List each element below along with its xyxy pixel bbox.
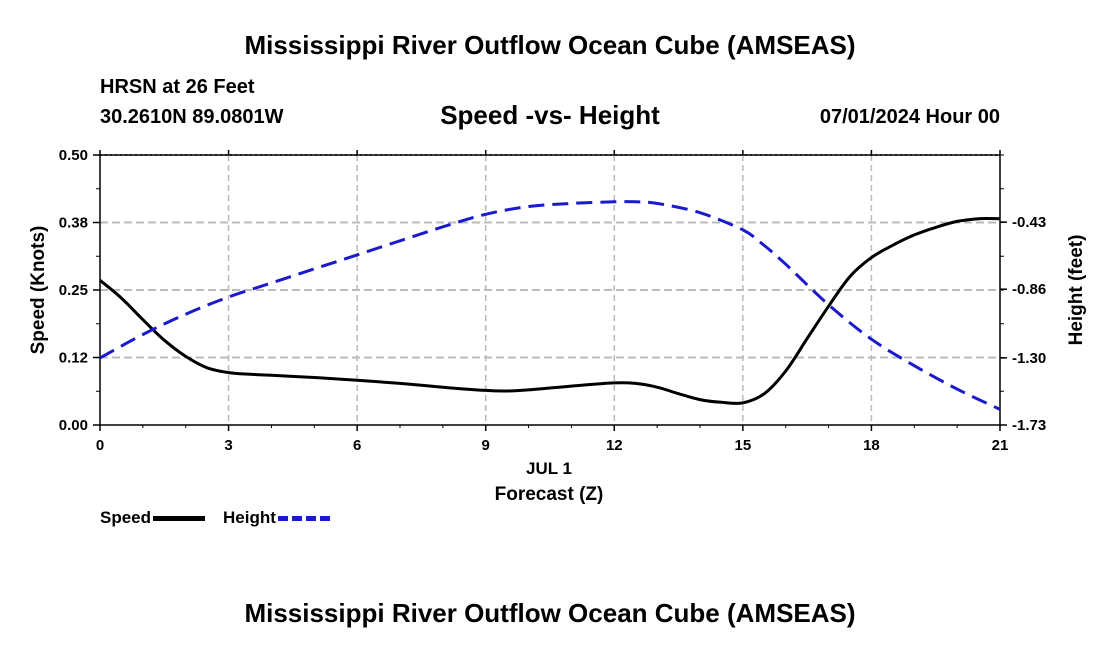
y2-tick-label: -1.73	[1012, 417, 1046, 434]
x-tick-label: 12	[606, 437, 623, 454]
page-title-repeat: Mississippi River Outflow Ocean Cube (AM…	[244, 598, 856, 628]
y-tick-label: 0.25	[59, 282, 88, 299]
y-tick-label: 0.12	[59, 350, 88, 367]
x-tick-label: 21	[992, 437, 1009, 454]
x-tick-label: 3	[224, 437, 232, 454]
legend-height-label: Height	[223, 508, 276, 527]
x-axis-title: Forecast (Z)	[495, 484, 604, 505]
y-tick-label: 0.50	[59, 147, 88, 164]
station-label: HRSN at 26 Feet	[100, 76, 255, 98]
y2-tick-label: -0.43	[1012, 214, 1046, 231]
date-label: JUL 1	[526, 459, 572, 478]
chart-title: Speed -vs- Height	[440, 100, 660, 130]
grid-lines	[100, 155, 1000, 425]
data-series	[99, 200, 1001, 411]
chart-legend: Speed Height	[100, 508, 348, 528]
legend-height-swatch	[277, 515, 330, 521]
axis-ticks: 0 3 6 9 12 15 18 21 0.00 0.12 0.25 0.38 0.50 -1.73 -1.…	[59, 147, 1046, 454]
y-axis-title: Speed (Knots)	[28, 226, 49, 355]
forecast-timestamp: 07/01/2024 Hour 00	[819, 106, 1000, 128]
x-tick-label: 18	[863, 437, 880, 454]
legend-speed-label: Speed	[100, 508, 152, 527]
x-tick-label: 0	[96, 437, 104, 454]
x-tick-label: 9	[482, 437, 490, 454]
legend-item-height: Height	[223, 508, 330, 528]
x-tick-label: 15	[735, 437, 752, 454]
legend-item-speed: Speed	[100, 508, 206, 528]
legend-speed-swatch	[153, 515, 206, 521]
series-line-height	[99, 200, 1001, 411]
page-title: Mississippi River Outflow Ocean Cube (AM…	[244, 30, 856, 60]
y2-axis-title: Height (feet)	[1066, 235, 1087, 346]
series-line-speed	[99, 217, 1001, 405]
y-tick-label: 0.38	[59, 215, 88, 232]
y2-tick-label: -0.86	[1012, 281, 1046, 298]
x-tick-label: 6	[353, 437, 361, 454]
y-tick-label: 0.00	[59, 417, 88, 434]
y2-tick-label: -1.30	[1012, 350, 1046, 367]
coordinates-label: 30.2610N 89.0801W	[100, 106, 284, 128]
